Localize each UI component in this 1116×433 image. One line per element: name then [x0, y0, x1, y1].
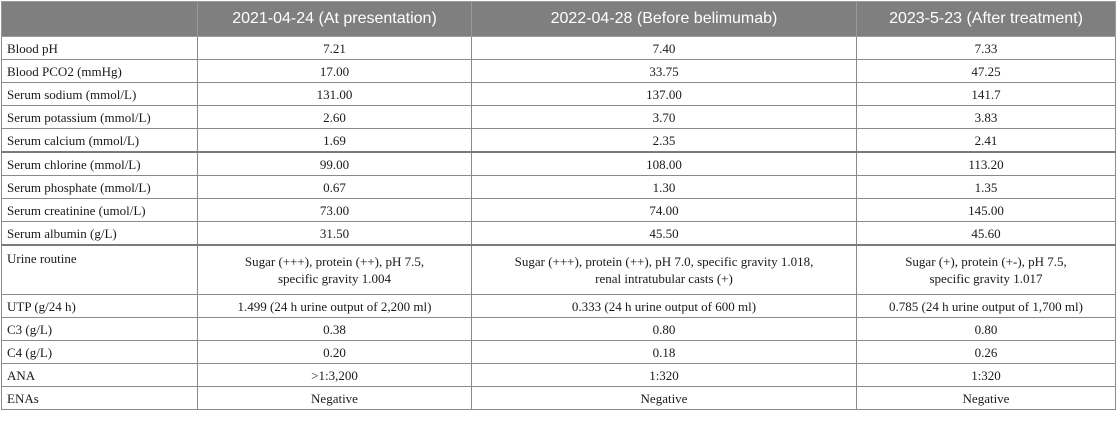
row-label: Serum creatinine (umol/L): [1, 198, 198, 222]
table-row: Serum phosphate (mmol/L) 0.67 1.30 1.35: [1, 175, 1116, 199]
header-cell-label: [1, 1, 198, 37]
row-label: Serum phosphate (mmol/L): [1, 175, 198, 199]
table-cell: 1:320: [856, 363, 1116, 387]
table-row: C3 (g/L) 0.38 0.80 0.80: [1, 317, 1116, 341]
table-cell: 1.30: [471, 175, 857, 199]
table-row: Serum chlorine (mmol/L) 99.00 108.00 113…: [1, 151, 1116, 176]
table-cell: 3.83: [856, 105, 1116, 129]
table-cell: Negative: [471, 386, 857, 410]
table-cell: 2.35: [471, 128, 857, 153]
table-cell: Negative: [856, 386, 1116, 410]
table-cell: 1.69: [197, 128, 472, 153]
table-cell: 17.00: [197, 59, 472, 83]
table-cell: Sugar (+++), protein (++), pH 7.5, speci…: [197, 244, 472, 295]
table-cell: 31.50: [197, 221, 472, 246]
table-row: Blood PCO2 (mmHg) 17.00 33.75 47.25: [1, 59, 1116, 83]
row-label: Serum sodium (mmol/L): [1, 82, 198, 106]
table-row: C4 (g/L) 0.20 0.18 0.26: [1, 340, 1116, 364]
row-label: Serum calcium (mmol/L): [1, 128, 198, 153]
cell-line: Sugar (+), protein (+-), pH 7.5,: [905, 254, 1067, 269]
table-cell: 2.60: [197, 105, 472, 129]
table-cell: 7.21: [197, 36, 472, 60]
row-label: Serum albumin (g/L): [1, 221, 198, 246]
row-label: ANA: [1, 363, 198, 387]
row-label: Serum potassium (mmol/L): [1, 105, 198, 129]
cell-line: Sugar (+++), protein (++), pH 7.5,: [244, 254, 425, 269]
table-row: UTP (g/24 h) 1.499 (24 h urine output of…: [1, 294, 1116, 318]
table-cell: 141.7: [856, 82, 1116, 106]
table-cell: 99.00: [197, 151, 472, 176]
table-cell: 3.70: [471, 105, 857, 129]
table-cell: 45.50: [471, 221, 857, 246]
table-cell: 2.41: [856, 128, 1116, 153]
table-cell: 7.40: [471, 36, 857, 60]
table-cell: Sugar (+), protein (+-), pH 7.5, specifi…: [856, 244, 1116, 295]
table-cell: Sugar (+++), protein (++), pH 7.0, speci…: [471, 244, 857, 295]
table-cell: 0.20: [197, 340, 472, 364]
row-label: Blood pH: [1, 36, 198, 60]
header-row: 2021-04-24 (At presentation) 2022-04-28 …: [1, 1, 1116, 37]
cell-line: Sugar (+++), protein (++), pH 7.0, speci…: [514, 254, 814, 269]
table-row: Serum sodium (mmol/L) 131.00 137.00 141.…: [1, 82, 1116, 106]
table-cell: 113.20: [856, 151, 1116, 176]
cell-line: specific gravity 1.004: [278, 271, 391, 286]
row-label: UTP (g/24 h): [1, 294, 198, 318]
table-cell: 0.333 (24 h urine output of 600 ml): [471, 294, 857, 318]
header-cell-before-belimumab: 2022-04-28 (Before belimumab): [471, 1, 857, 37]
row-label: C4 (g/L): [1, 340, 198, 364]
lab-results-table: 2021-04-24 (At presentation) 2022-04-28 …: [1, 1, 1116, 410]
row-label: Serum chlorine (mmol/L): [1, 151, 198, 176]
cell-line: renal intratubular casts (+): [595, 271, 733, 286]
header-cell-after-treatment: 2023-5-23 (After treatment): [856, 1, 1116, 37]
row-label: C3 (g/L): [1, 317, 198, 341]
row-label: Blood PCO2 (mmHg): [1, 59, 198, 83]
table-cell: Negative: [197, 386, 472, 410]
table-cell: 0.26: [856, 340, 1116, 364]
table-row: Serum creatinine (umol/L) 73.00 74.00 14…: [1, 198, 1116, 222]
row-label: ENAs: [1, 386, 198, 410]
table-cell: 1.499 (24 h urine output of 2,200 ml): [197, 294, 472, 318]
table-cell: 137.00: [471, 82, 857, 106]
table-row: ENAs Negative Negative Negative: [1, 386, 1116, 410]
table-cell: 0.67: [197, 175, 472, 199]
header-cell-presentation: 2021-04-24 (At presentation): [197, 1, 472, 37]
table-cell: 47.25: [856, 59, 1116, 83]
table-cell: 0.38: [197, 317, 472, 341]
table-cell: 131.00: [197, 82, 472, 106]
table-row: Urine routine Sugar (+++), protein (++),…: [1, 244, 1116, 295]
table-cell: >1:3,200: [197, 363, 472, 387]
table-row: ANA >1:3,200 1:320 1:320: [1, 363, 1116, 387]
table-cell: 0.80: [856, 317, 1116, 341]
table-cell: 73.00: [197, 198, 472, 222]
table-cell: 45.60: [856, 221, 1116, 246]
table-cell: 0.80: [471, 317, 857, 341]
table-cell: 108.00: [471, 151, 857, 176]
table-cell: 33.75: [471, 59, 857, 83]
table-cell: 74.00: [471, 198, 857, 222]
cell-line: specific gravity 1.017: [929, 271, 1043, 286]
table-cell: 1:320: [471, 363, 857, 387]
table-cell: 145.00: [856, 198, 1116, 222]
table-row: Serum calcium (mmol/L) 1.69 2.35 2.41: [1, 128, 1116, 153]
row-label: Urine routine: [1, 244, 198, 295]
table-cell: 1.35: [856, 175, 1116, 199]
table-cell: 0.785 (24 h urine output of 1,700 ml): [856, 294, 1116, 318]
table-row: Serum potassium (mmol/L) 2.60 3.70 3.83: [1, 105, 1116, 129]
table-cell: 7.33: [856, 36, 1116, 60]
table-cell: 0.18: [471, 340, 857, 364]
table-row: Serum albumin (g/L) 31.50 45.50 45.60: [1, 221, 1116, 246]
table-row: Blood pH 7.21 7.40 7.33: [1, 36, 1116, 60]
